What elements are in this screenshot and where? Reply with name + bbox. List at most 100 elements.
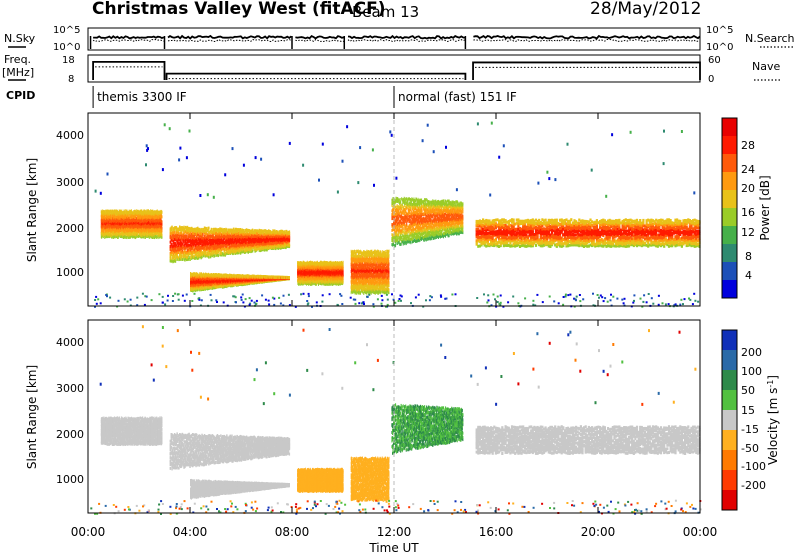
power-cell xyxy=(161,235,163,239)
power-cell xyxy=(215,233,217,237)
power-cell xyxy=(236,228,238,231)
power-cell xyxy=(207,287,210,290)
power-cell xyxy=(263,238,266,242)
power-cell xyxy=(250,248,253,252)
power-cell xyxy=(194,229,196,233)
power-cell xyxy=(188,247,190,251)
power-cell xyxy=(173,259,175,263)
power-cell xyxy=(215,236,218,240)
power-cell xyxy=(192,272,195,276)
power-cell xyxy=(285,237,287,241)
power-cell xyxy=(220,232,222,236)
power-cell xyxy=(256,244,259,248)
power-cell xyxy=(279,241,281,245)
power-cell xyxy=(229,250,231,254)
power-cell xyxy=(220,239,222,243)
power-cell xyxy=(215,246,217,250)
nave-label: Nave xyxy=(752,60,780,73)
power-cell xyxy=(196,227,198,231)
power-cell xyxy=(205,227,208,231)
power-cell xyxy=(149,230,151,233)
power-cell xyxy=(253,240,255,244)
power-cell xyxy=(280,242,282,246)
power-cell xyxy=(197,279,200,283)
power-cell xyxy=(245,249,248,253)
power-cell xyxy=(213,280,215,284)
power-cell xyxy=(180,229,183,233)
power-cell xyxy=(197,226,199,230)
power-cell xyxy=(262,246,265,250)
power-cell xyxy=(207,279,210,283)
power-cell xyxy=(193,242,196,245)
power-cell xyxy=(219,284,222,288)
power-cell xyxy=(161,233,163,237)
power-cell xyxy=(203,242,205,246)
power-cell xyxy=(235,237,237,241)
power-cell xyxy=(238,240,240,244)
power-cell xyxy=(250,245,253,249)
power-cell xyxy=(225,273,227,277)
power-cell xyxy=(173,259,176,263)
power-cell xyxy=(244,242,246,246)
power-cell xyxy=(101,220,103,224)
power-cell xyxy=(178,243,180,247)
power-cell xyxy=(224,234,226,238)
power-cell xyxy=(230,240,232,244)
power-cell xyxy=(206,251,208,255)
power-cell xyxy=(171,257,173,261)
power-cell xyxy=(216,232,219,236)
power-cell xyxy=(242,230,244,234)
power-cell xyxy=(287,234,290,238)
power-cell xyxy=(229,241,231,245)
power-cell xyxy=(244,246,247,250)
power-cell xyxy=(109,220,111,224)
power-cell xyxy=(190,273,192,276)
power-cell xyxy=(174,235,177,239)
power-cell xyxy=(215,253,218,257)
power-cell xyxy=(210,230,213,234)
power-cell xyxy=(223,247,225,251)
power-cell xyxy=(231,235,233,239)
power-cell xyxy=(221,273,223,277)
power-cell xyxy=(268,234,270,238)
power-cell xyxy=(182,228,184,232)
power-cell xyxy=(283,235,285,239)
power-cell xyxy=(224,247,226,251)
power-cell xyxy=(274,238,277,242)
frequency-traces xyxy=(92,60,701,80)
power-cell xyxy=(191,226,193,230)
power-cell xyxy=(227,231,230,235)
power-cell xyxy=(211,249,213,253)
power-cell xyxy=(279,231,281,235)
power-cell xyxy=(203,236,205,240)
power-cell xyxy=(273,242,275,246)
power-cell xyxy=(269,230,272,234)
power-cell xyxy=(172,242,174,246)
power-cell xyxy=(196,272,198,276)
power-cell xyxy=(248,233,250,237)
power-cell xyxy=(169,256,172,260)
power-cell xyxy=(199,273,202,277)
power-cell xyxy=(219,252,221,255)
power-cell xyxy=(215,244,217,248)
power-cell xyxy=(192,231,195,235)
power-cell xyxy=(254,237,256,241)
power-cell xyxy=(257,240,260,244)
power-cell xyxy=(250,233,252,236)
power-cell xyxy=(208,226,210,230)
power-cell xyxy=(253,246,255,250)
power-cell xyxy=(174,248,177,252)
power-cell xyxy=(126,224,128,228)
power-cell xyxy=(197,282,200,286)
power-cell xyxy=(205,247,208,251)
power-cell xyxy=(175,251,178,255)
power-cell xyxy=(202,278,205,282)
power-cell xyxy=(206,244,208,248)
power-cell xyxy=(204,252,207,256)
power-cell xyxy=(233,233,236,237)
power-cell xyxy=(214,239,216,243)
power-cell xyxy=(241,228,243,232)
power-cell xyxy=(103,230,105,234)
power-cell xyxy=(236,246,238,250)
power-cell xyxy=(242,232,244,236)
